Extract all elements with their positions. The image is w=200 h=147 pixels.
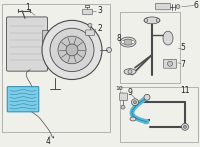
- FancyBboxPatch shape: [7, 87, 39, 112]
- FancyBboxPatch shape: [6, 17, 48, 71]
- Circle shape: [168, 61, 172, 66]
- Text: 1: 1: [26, 3, 30, 12]
- Text: 2: 2: [98, 24, 102, 33]
- Text: 5: 5: [181, 44, 185, 52]
- Circle shape: [132, 99, 138, 106]
- Circle shape: [66, 44, 78, 56]
- Text: 6: 6: [194, 1, 198, 10]
- Bar: [2, 4, 110, 132]
- Circle shape: [144, 94, 150, 100]
- Circle shape: [42, 20, 102, 80]
- FancyBboxPatch shape: [156, 3, 170, 10]
- Ellipse shape: [130, 117, 136, 121]
- FancyBboxPatch shape: [83, 9, 92, 15]
- Text: 9: 9: [128, 88, 132, 97]
- Text: 4: 4: [46, 137, 50, 146]
- Ellipse shape: [163, 31, 173, 45]
- Circle shape: [176, 5, 180, 9]
- Circle shape: [134, 101, 136, 104]
- Circle shape: [58, 36, 86, 64]
- Circle shape: [184, 125, 186, 128]
- FancyBboxPatch shape: [86, 30, 94, 35]
- Circle shape: [156, 19, 160, 22]
- Circle shape: [106, 47, 112, 52]
- Text: 3: 3: [98, 6, 102, 15]
- Circle shape: [122, 41, 124, 44]
- Circle shape: [88, 23, 92, 27]
- Circle shape: [132, 41, 134, 44]
- Ellipse shape: [123, 39, 133, 45]
- Ellipse shape: [144, 17, 160, 24]
- Circle shape: [121, 105, 125, 109]
- Circle shape: [182, 123, 188, 130]
- Text: 10: 10: [115, 86, 123, 91]
- Text: 11: 11: [180, 86, 190, 95]
- FancyBboxPatch shape: [164, 59, 177, 68]
- Circle shape: [128, 70, 132, 74]
- Bar: [120, 87, 198, 142]
- Bar: [120, 12, 180, 83]
- Text: 8: 8: [117, 34, 121, 43]
- Text: 7: 7: [181, 60, 185, 69]
- Bar: [42, 30, 54, 48]
- Circle shape: [144, 19, 148, 22]
- FancyBboxPatch shape: [120, 93, 127, 101]
- Ellipse shape: [120, 37, 136, 47]
- Ellipse shape: [124, 69, 136, 75]
- Circle shape: [50, 28, 94, 72]
